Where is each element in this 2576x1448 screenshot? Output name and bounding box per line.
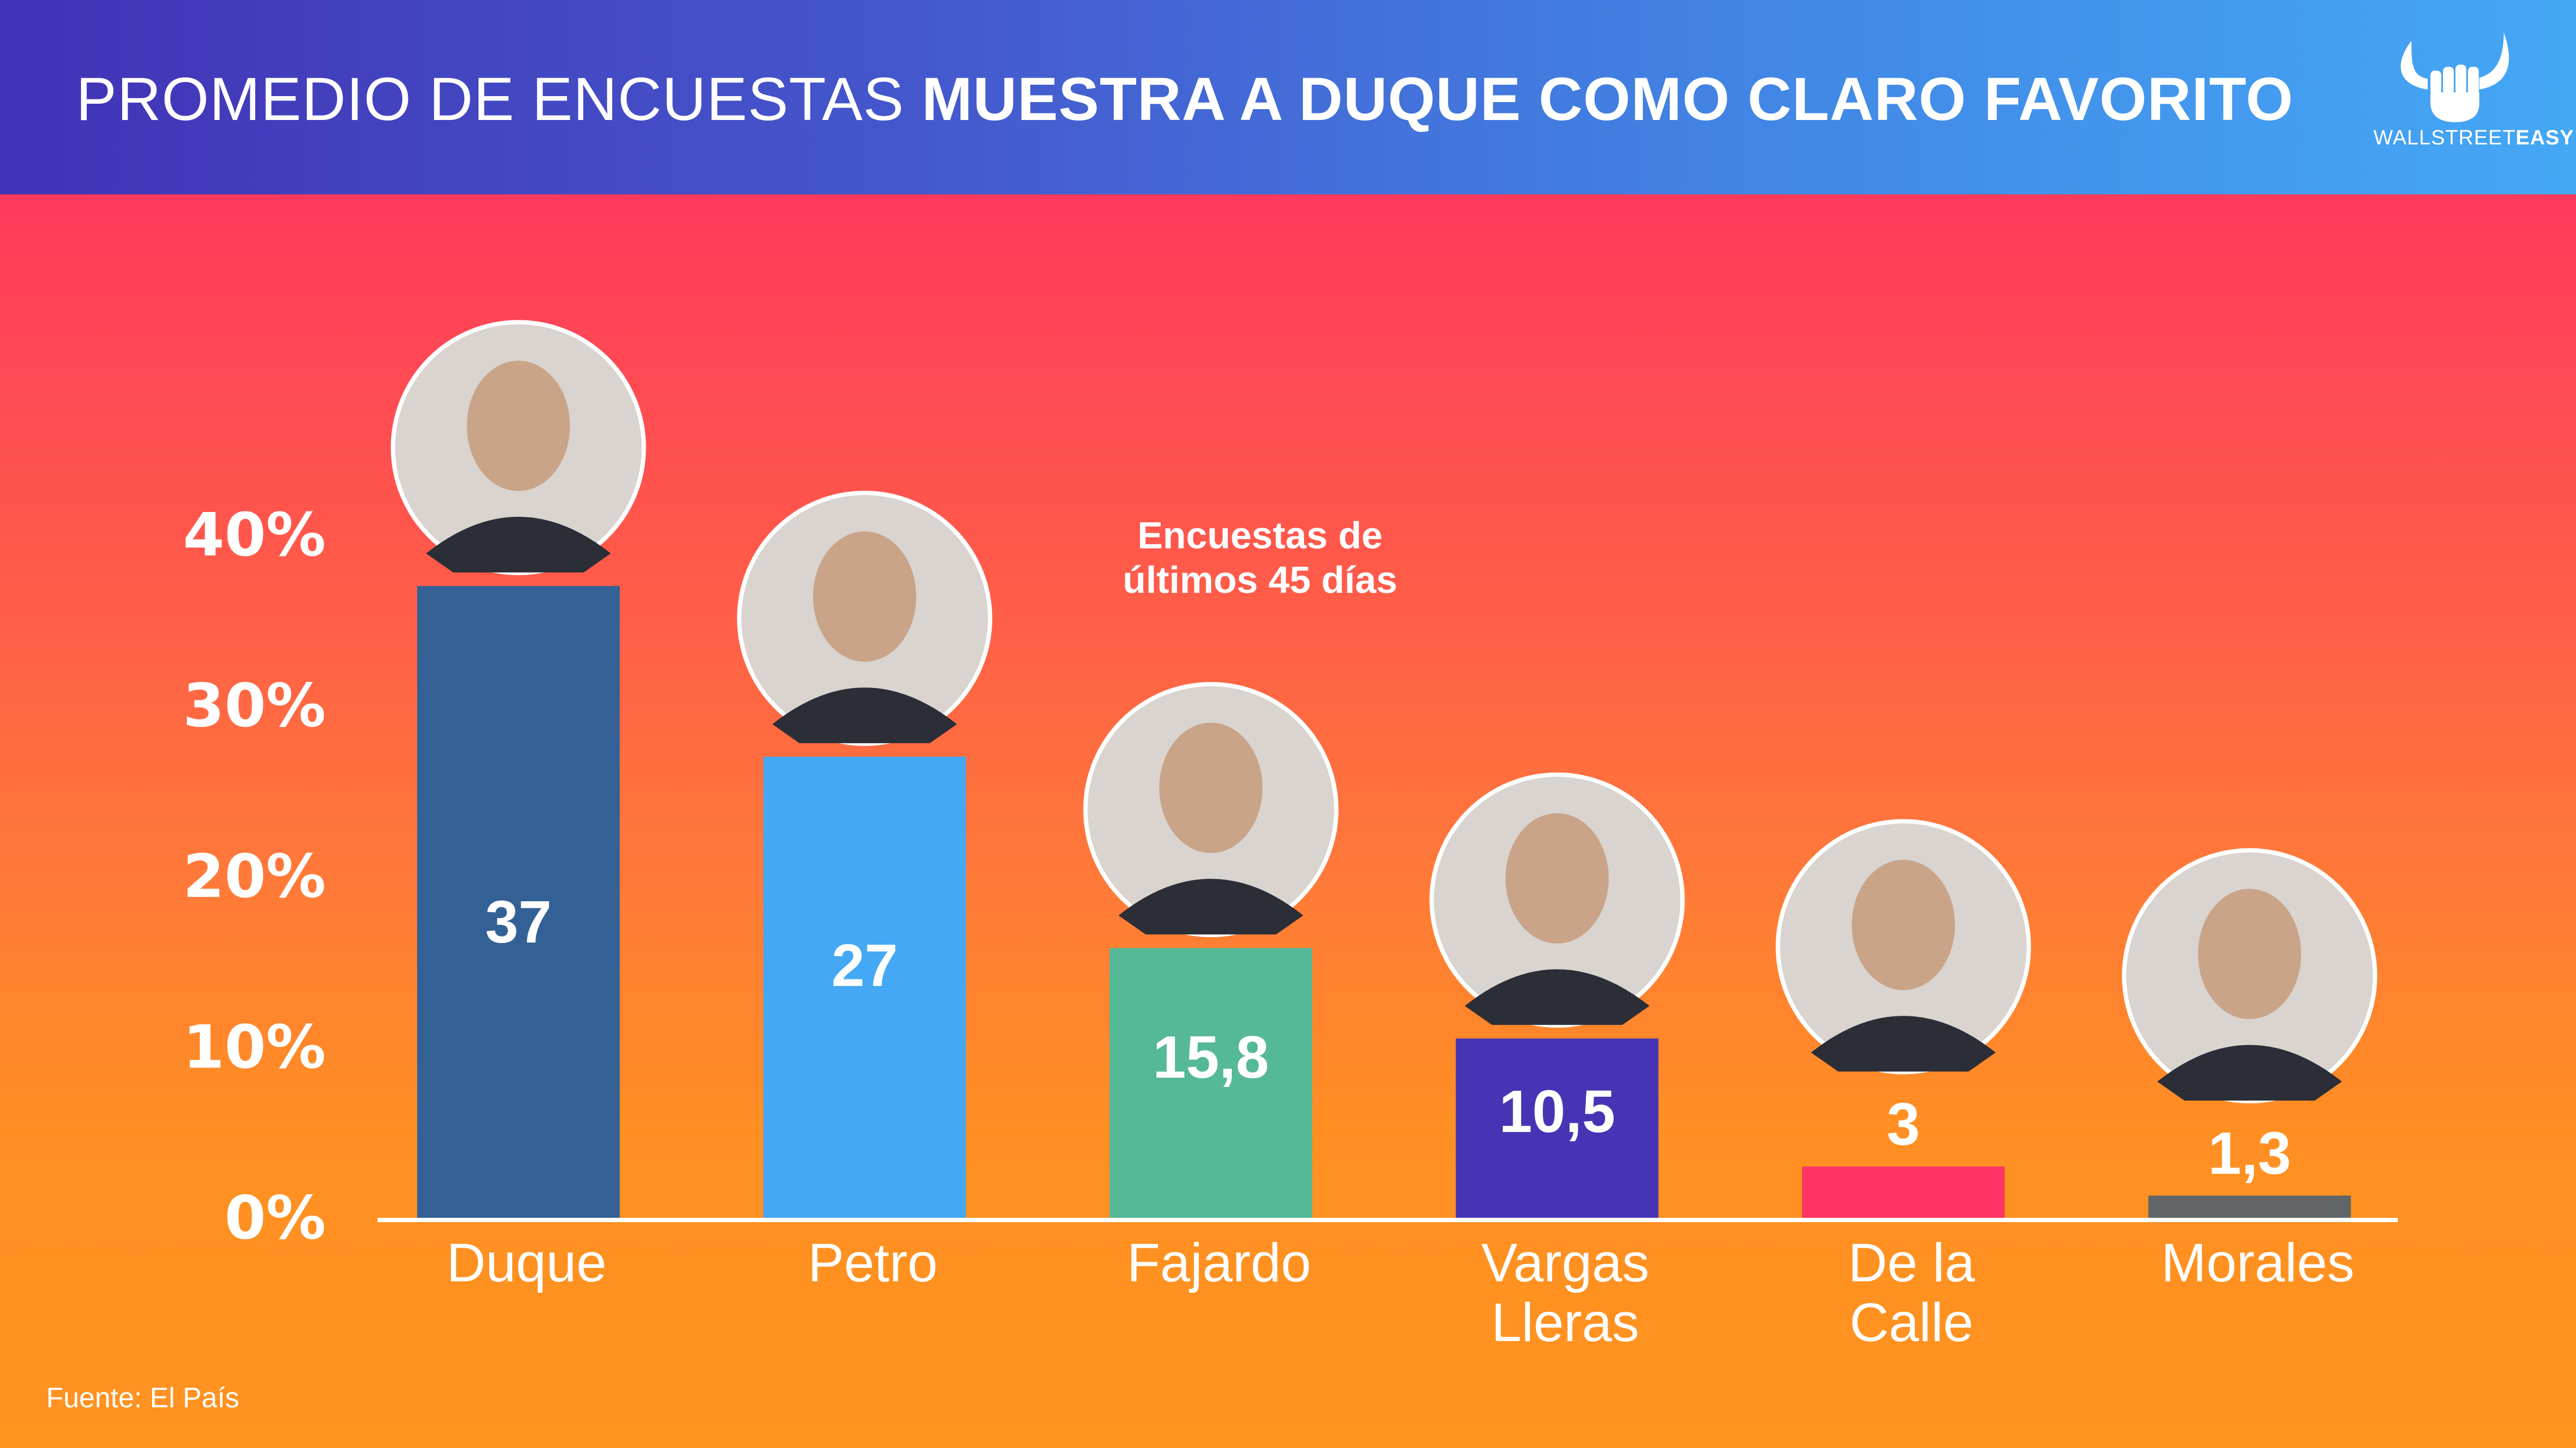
portrait-face bbox=[813, 531, 916, 662]
bar-value-label: 10,5 bbox=[1499, 1078, 1615, 1145]
annotation-line-1: Encuestas de bbox=[1137, 514, 1383, 557]
category-label: Morales bbox=[2161, 1232, 2354, 1293]
title-light: PROMEDIO DE ENCUESTAS bbox=[76, 65, 922, 133]
wallstreeteasy-logo: WALLSTREETEASY bbox=[2373, 30, 2573, 155]
bar-value-label: 15,8 bbox=[1152, 1024, 1269, 1091]
category-label: Lleras bbox=[1491, 1292, 1639, 1353]
y-tick-label: 30% bbox=[183, 671, 326, 741]
portrait-suit bbox=[1118, 878, 1303, 935]
portrait-face bbox=[467, 361, 570, 491]
portrait-suit bbox=[426, 516, 611, 573]
category-label: Calle bbox=[1850, 1292, 1974, 1353]
portrait-face bbox=[1159, 723, 1263, 853]
category-label: Fajardo bbox=[1127, 1232, 1311, 1293]
annotation-line-2: últimos 45 días bbox=[1123, 559, 1397, 601]
morales-portrait bbox=[2122, 848, 2377, 1104]
bar-value-label: 37 bbox=[485, 889, 551, 956]
bar-morales bbox=[2148, 1196, 2351, 1218]
portrait-face bbox=[1506, 813, 1609, 944]
fajardo-portrait bbox=[1083, 682, 1339, 938]
source-note: Fuente: El País bbox=[46, 1382, 240, 1414]
duque-portrait bbox=[391, 320, 646, 576]
category-label: Vargas bbox=[1481, 1232, 1649, 1293]
portrait-face bbox=[1851, 859, 1955, 990]
chart-annotation: Encuestas de últimos 45 días bbox=[1043, 513, 1477, 602]
y-tick-label: 10% bbox=[183, 1013, 326, 1082]
bull-horns-fist-icon bbox=[2401, 33, 2509, 122]
logo-text: WALLSTREETEASY bbox=[2373, 127, 2573, 150]
page-title: PROMEDIO DE ENCUESTAS MUESTRA A DUQUE CO… bbox=[76, 64, 2294, 134]
bar-fajardo bbox=[1110, 948, 1312, 1218]
y-tick-label: 0% bbox=[224, 1183, 326, 1253]
y-tick-label: 40% bbox=[183, 500, 326, 570]
de-la-calle-portrait bbox=[1775, 819, 2031, 1074]
bar-value-label: 27 bbox=[832, 932, 898, 999]
bar-petro bbox=[763, 756, 966, 1218]
y-tick-label: 20% bbox=[183, 842, 326, 911]
portrait-face bbox=[2198, 889, 2301, 1020]
title-bold: MUESTRA A DUQUE COMO CLARO FAVORITO bbox=[922, 65, 2294, 133]
portrait-suit bbox=[1811, 1016, 1996, 1072]
portrait-suit bbox=[1465, 969, 1649, 1025]
petro-portrait bbox=[737, 490, 992, 746]
portrait-suit bbox=[2157, 1045, 2342, 1101]
vargas-lleras-portrait bbox=[1429, 772, 1685, 1028]
category-label: Duque bbox=[446, 1232, 607, 1293]
portrait-suit bbox=[772, 687, 957, 743]
logo-text-light: WALLSTREET bbox=[2373, 127, 2516, 149]
x-axis-baseline bbox=[377, 1218, 2398, 1222]
category-label: Petro bbox=[808, 1232, 937, 1293]
bar-duque bbox=[417, 586, 620, 1218]
bar-value-label: 1,3 bbox=[2208, 1120, 2291, 1187]
bar-de-la-calle bbox=[1802, 1166, 2005, 1218]
header-banner: PROMEDIO DE ENCUESTAS MUESTRA A DUQUE CO… bbox=[0, 0, 2576, 194]
category-label: De la bbox=[1848, 1232, 1975, 1293]
logo-text-bold: EASY bbox=[2515, 127, 2574, 149]
bar-vargas-lleras bbox=[1456, 1038, 1659, 1218]
bar-value-label: 3 bbox=[1887, 1091, 1920, 1158]
